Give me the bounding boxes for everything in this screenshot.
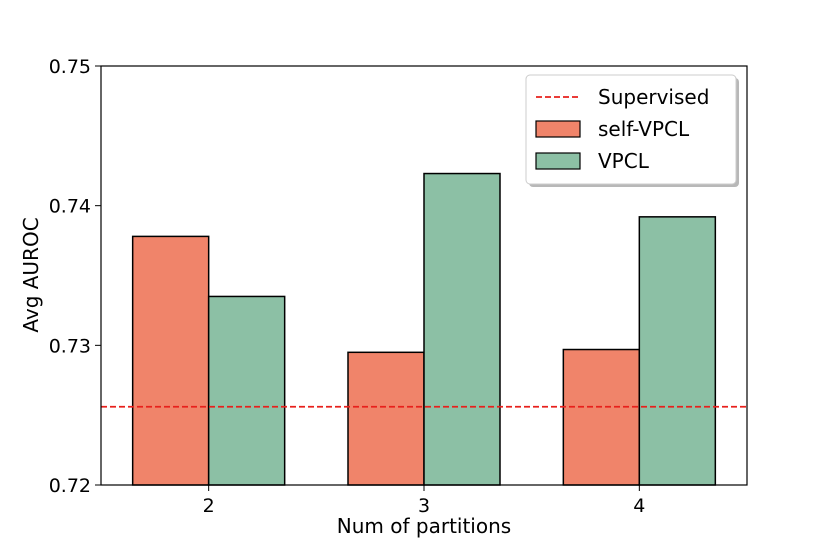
y-axis-title: Avg AUROC bbox=[19, 217, 43, 332]
x-axis: 2 3 4 bbox=[203, 485, 645, 517]
legend-label: Supervised bbox=[598, 85, 709, 109]
x-tick-label: 2 bbox=[203, 495, 215, 517]
y-tick-label: 0.73 bbox=[49, 335, 91, 357]
legend-label: VPCL bbox=[598, 149, 650, 173]
bar-self-vpcl-4 bbox=[562, 348, 641, 486]
bars-group bbox=[131, 172, 717, 486]
y-tick-label: 0.74 bbox=[49, 196, 91, 218]
x-tick-label: 4 bbox=[633, 495, 645, 517]
bar-self-vpcl-2 bbox=[131, 235, 210, 486]
bar-vpcl-2 bbox=[207, 295, 286, 486]
x-axis-title: Num of partitions bbox=[337, 514, 511, 538]
legend-swatch-self-vpcl bbox=[535, 120, 581, 138]
bar-vpcl-4 bbox=[638, 216, 717, 486]
bar-self-vpcl-3 bbox=[347, 351, 425, 486]
legend: Supervised self-VPCL VPCL bbox=[525, 74, 739, 187]
legend-label: self-VPCL bbox=[598, 117, 690, 141]
x-tick-label: 3 bbox=[418, 495, 430, 517]
legend-swatch-vpcl bbox=[535, 152, 581, 170]
y-tick-label: 0.75 bbox=[49, 56, 91, 78]
y-tick-label: 0.72 bbox=[49, 475, 91, 497]
bar-vpcl-3 bbox=[423, 172, 501, 486]
y-axis: 0.72 0.73 0.74 0.75 bbox=[49, 56, 101, 497]
